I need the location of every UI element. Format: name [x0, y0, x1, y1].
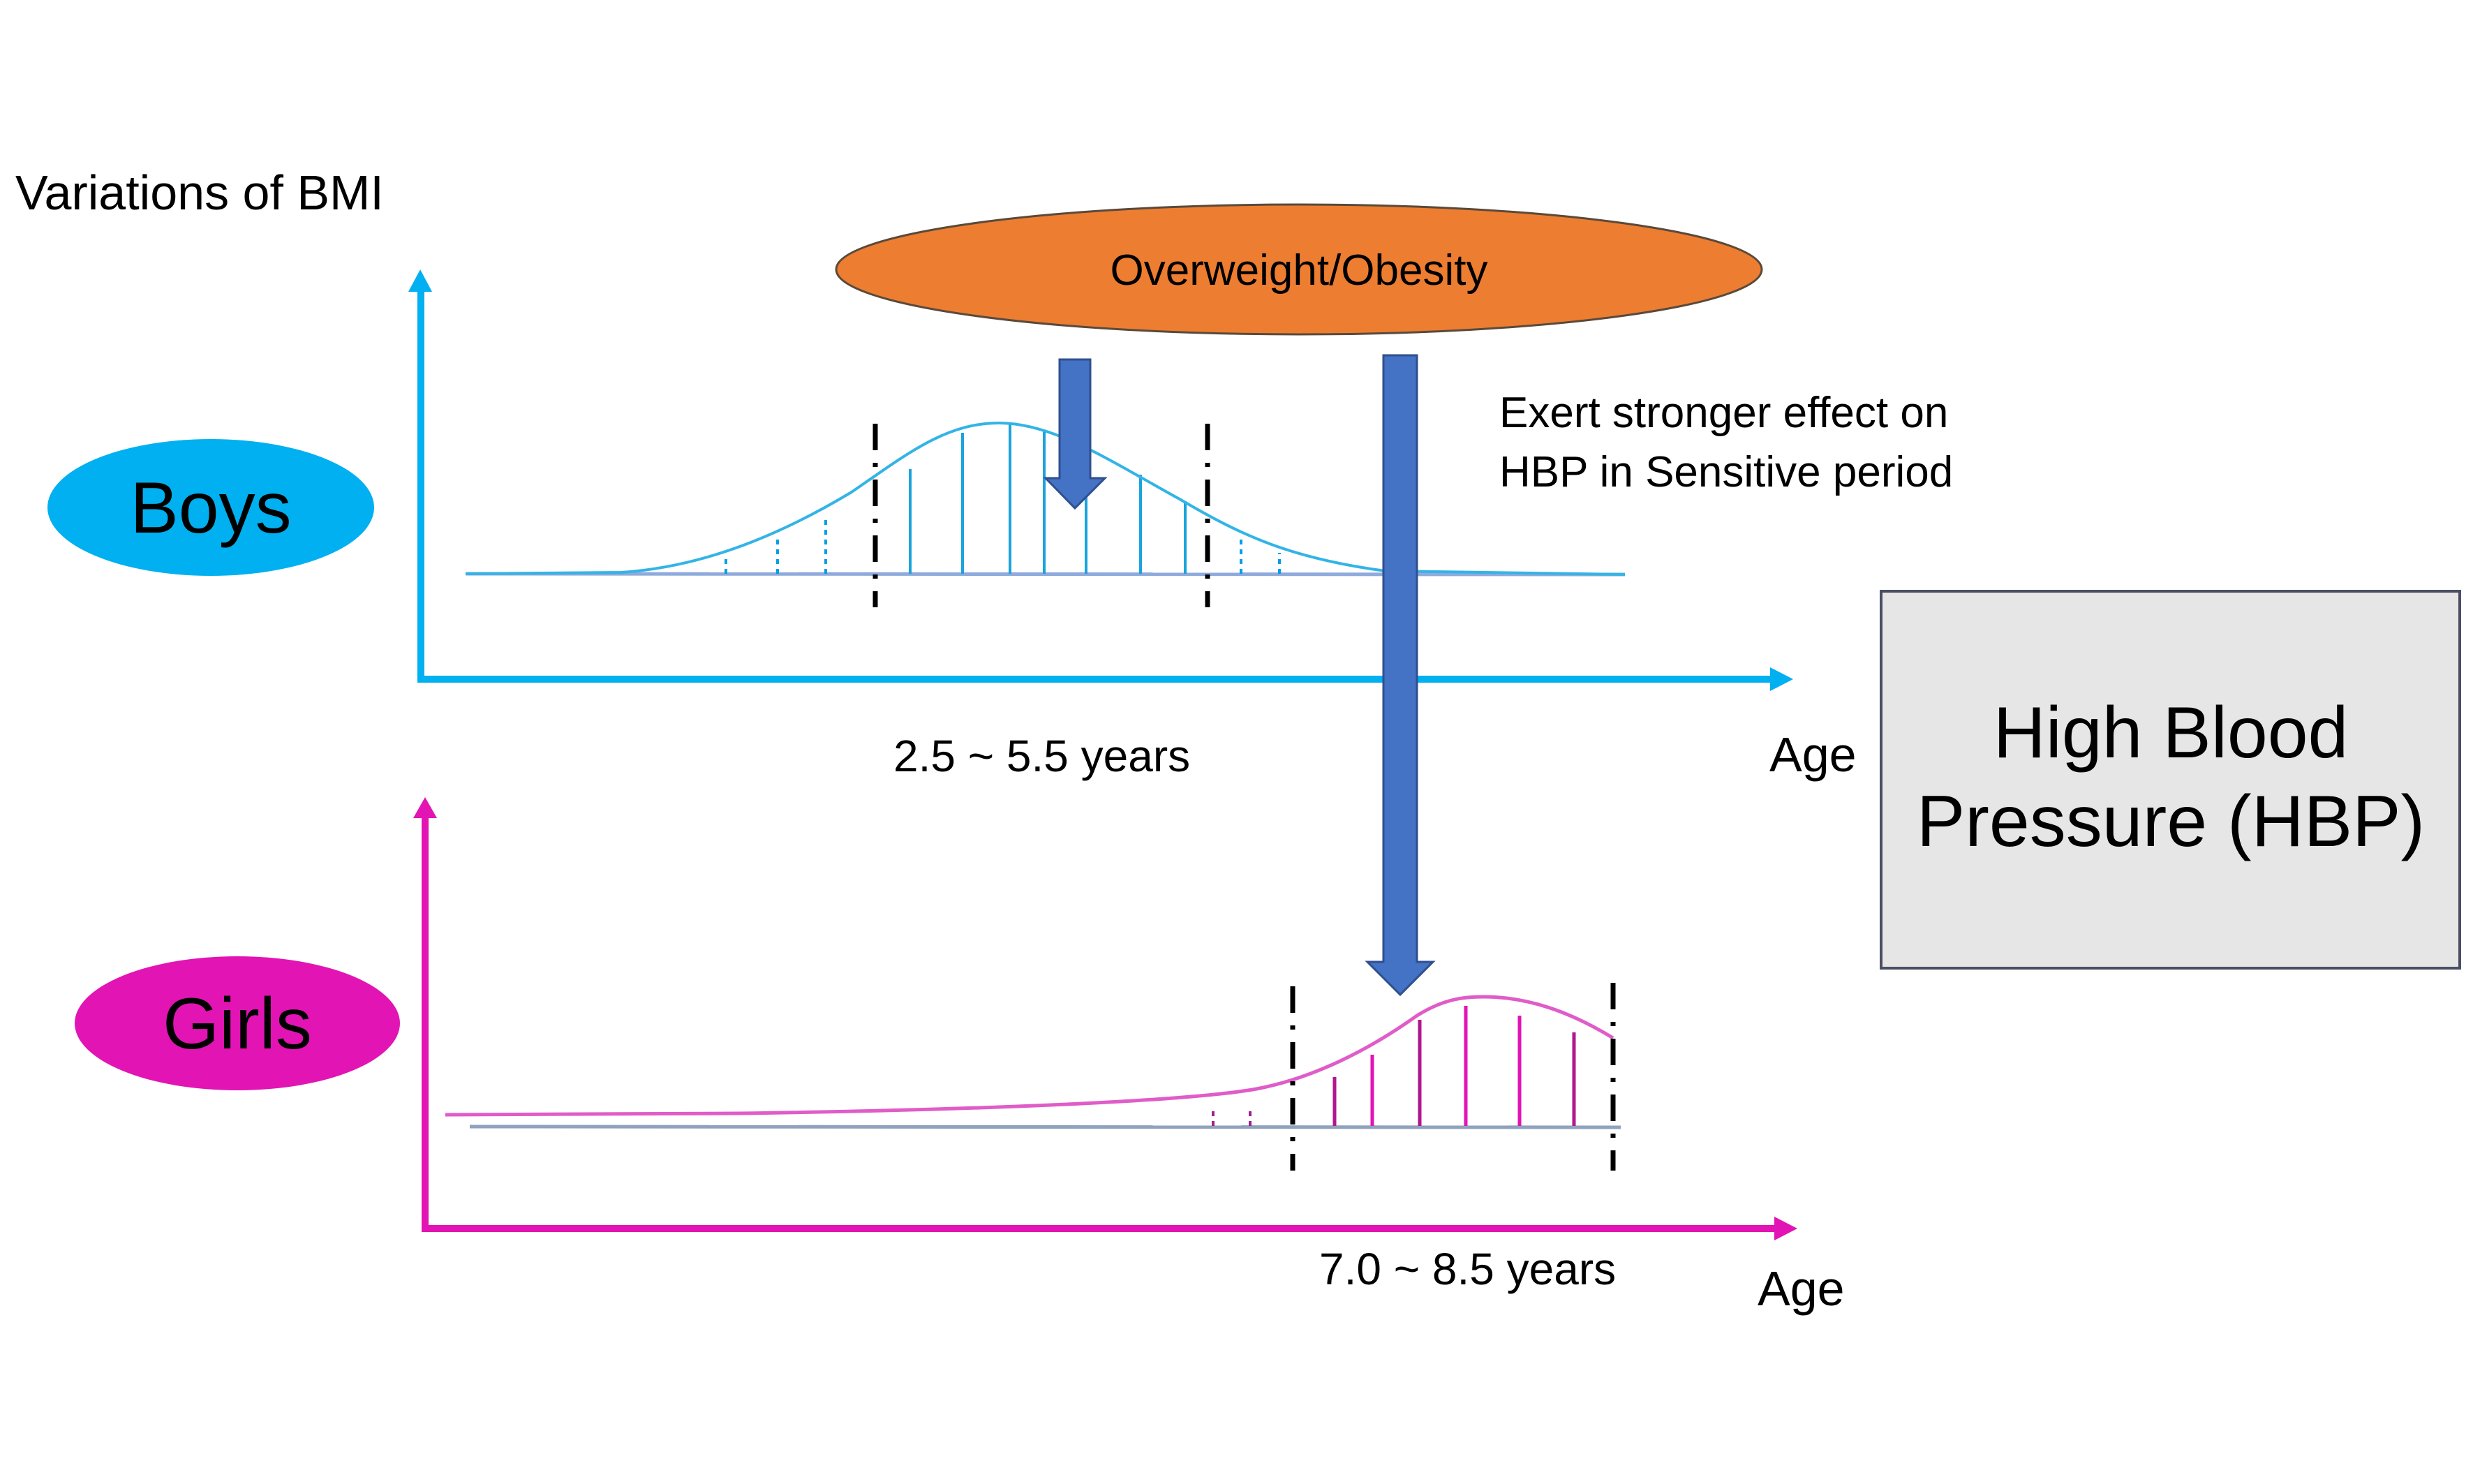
- boys-panel: Boys 2.5 ~: [47, 269, 1857, 782]
- hbp-outcome-box: [1880, 590, 2461, 970]
- effect-note-line1: Exert stronger effect on: [1499, 389, 1948, 437]
- boys-x-axis-label: Age: [1769, 727, 1857, 782]
- girls-effect-arrow: [1365, 354, 1436, 997]
- boys-badge: [47, 439, 374, 576]
- girls-x-axis-arrowhead: [1774, 1217, 1797, 1240]
- boys-bmi-curve: [465, 421, 1626, 576]
- diagram-title: Variations of BMI: [15, 165, 384, 220]
- boys-x-axis-arrowhead: [1770, 667, 1793, 691]
- girls-x-axis-label: Age: [1758, 1261, 1845, 1316]
- girls-badge: [75, 956, 400, 1090]
- girls-dotted-hatches: [1212, 1106, 1252, 1126]
- hbp-label-line1: High Blood: [1993, 692, 2349, 773]
- girls-label: Girls: [163, 984, 312, 1064]
- girls-period-label: 7.0 ~ 8.5 years: [1319, 1244, 1616, 1294]
- boys-period-label: 2.5 ~ 5.5 years: [893, 731, 1190, 781]
- overweight-obesity-label: Overweight/Obesity: [1111, 246, 1488, 295]
- girls-y-axis-arrowhead: [413, 797, 437, 818]
- boys-label: Boys: [130, 468, 291, 549]
- girls-panel: Girls 7.0 ~ 8.5 years Age: [75, 797, 1845, 1316]
- boys-y-axis-arrowhead: [408, 269, 432, 292]
- boys-effect-arrow: [1043, 358, 1108, 510]
- overweight-obesity-node: [835, 203, 1763, 336]
- girls-bmi-curve: [445, 995, 1614, 1117]
- effect-note-line2: HBP in Sensitive period: [1499, 448, 1953, 496]
- hbp-label-line2: Pressure (HBP): [1917, 781, 2425, 862]
- girls-solid-hatches: [1332, 1006, 1576, 1126]
- boys-solid-hatches: [909, 424, 1187, 574]
- boys-dotted-hatches: [725, 519, 1281, 574]
